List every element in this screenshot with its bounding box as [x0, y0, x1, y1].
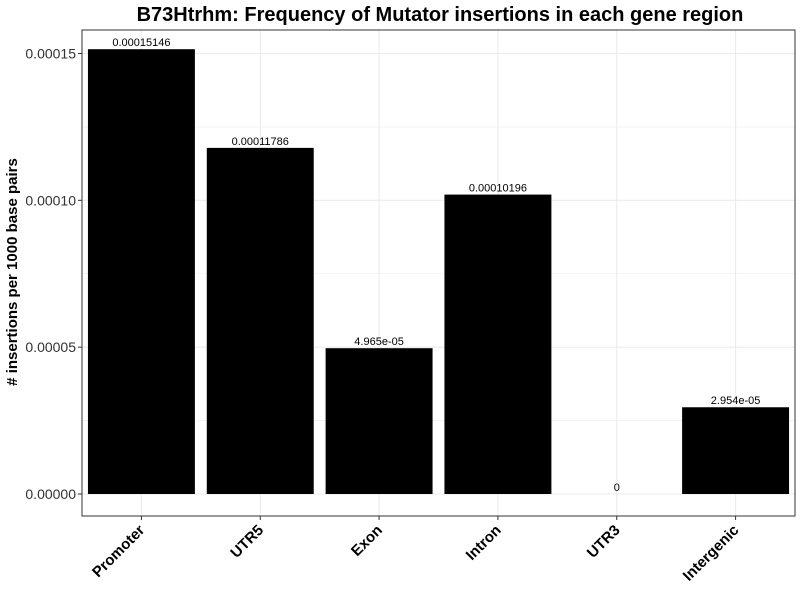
x-tick-label-intergenic: Intergenic	[680, 522, 743, 585]
x-tick-label-utr5: UTR5	[227, 522, 267, 562]
y-tick-label: 0.00010	[25, 192, 76, 208]
x-axis-ticks: Promoter UTR5 Exon Intron UTR3 Intergenic	[89, 516, 742, 585]
y-tick-label: 0.00015	[25, 45, 76, 61]
plot-panel-border	[81, 29, 796, 517]
y-tick-label: 0.00005	[25, 339, 76, 355]
bars	[87, 49, 790, 494]
y-tick-label: 0.00000	[25, 486, 76, 502]
x-tick-label-promoter: Promoter	[89, 522, 148, 581]
data-label-exon: 4.965e-05	[354, 336, 404, 348]
y-axis-ticks: 0.00000 0.00005 0.00010 0.00015	[25, 45, 82, 502]
x-tick-label-exon: Exon	[348, 522, 386, 560]
bar-promoter	[87, 49, 195, 494]
bar-intron	[444, 194, 552, 494]
data-label-utr3: 0	[614, 482, 620, 494]
data-labels: 0.00015146 0.00011786 4.965e-05 0.00010196 0…	[112, 37, 760, 494]
bar-exon	[325, 348, 433, 494]
bar-utr5	[206, 147, 314, 494]
data-label-intergenic: 2.954e-05	[711, 395, 761, 407]
data-label-utr5: 0.00011786	[232, 136, 289, 148]
bar-intergenic	[682, 407, 790, 494]
data-label-promoter: 0.00015146	[112, 37, 170, 49]
data-label-intron: 0.00010196	[469, 183, 527, 195]
x-tick-label-utr3: UTR3	[584, 522, 624, 562]
x-tick-label-intron: Intron	[463, 522, 505, 564]
y-axis-label: # insertions per 1000 base pairs	[4, 158, 21, 386]
chart-title: B73Htrhm: Frequency of Mutator insertion…	[137, 4, 744, 26]
